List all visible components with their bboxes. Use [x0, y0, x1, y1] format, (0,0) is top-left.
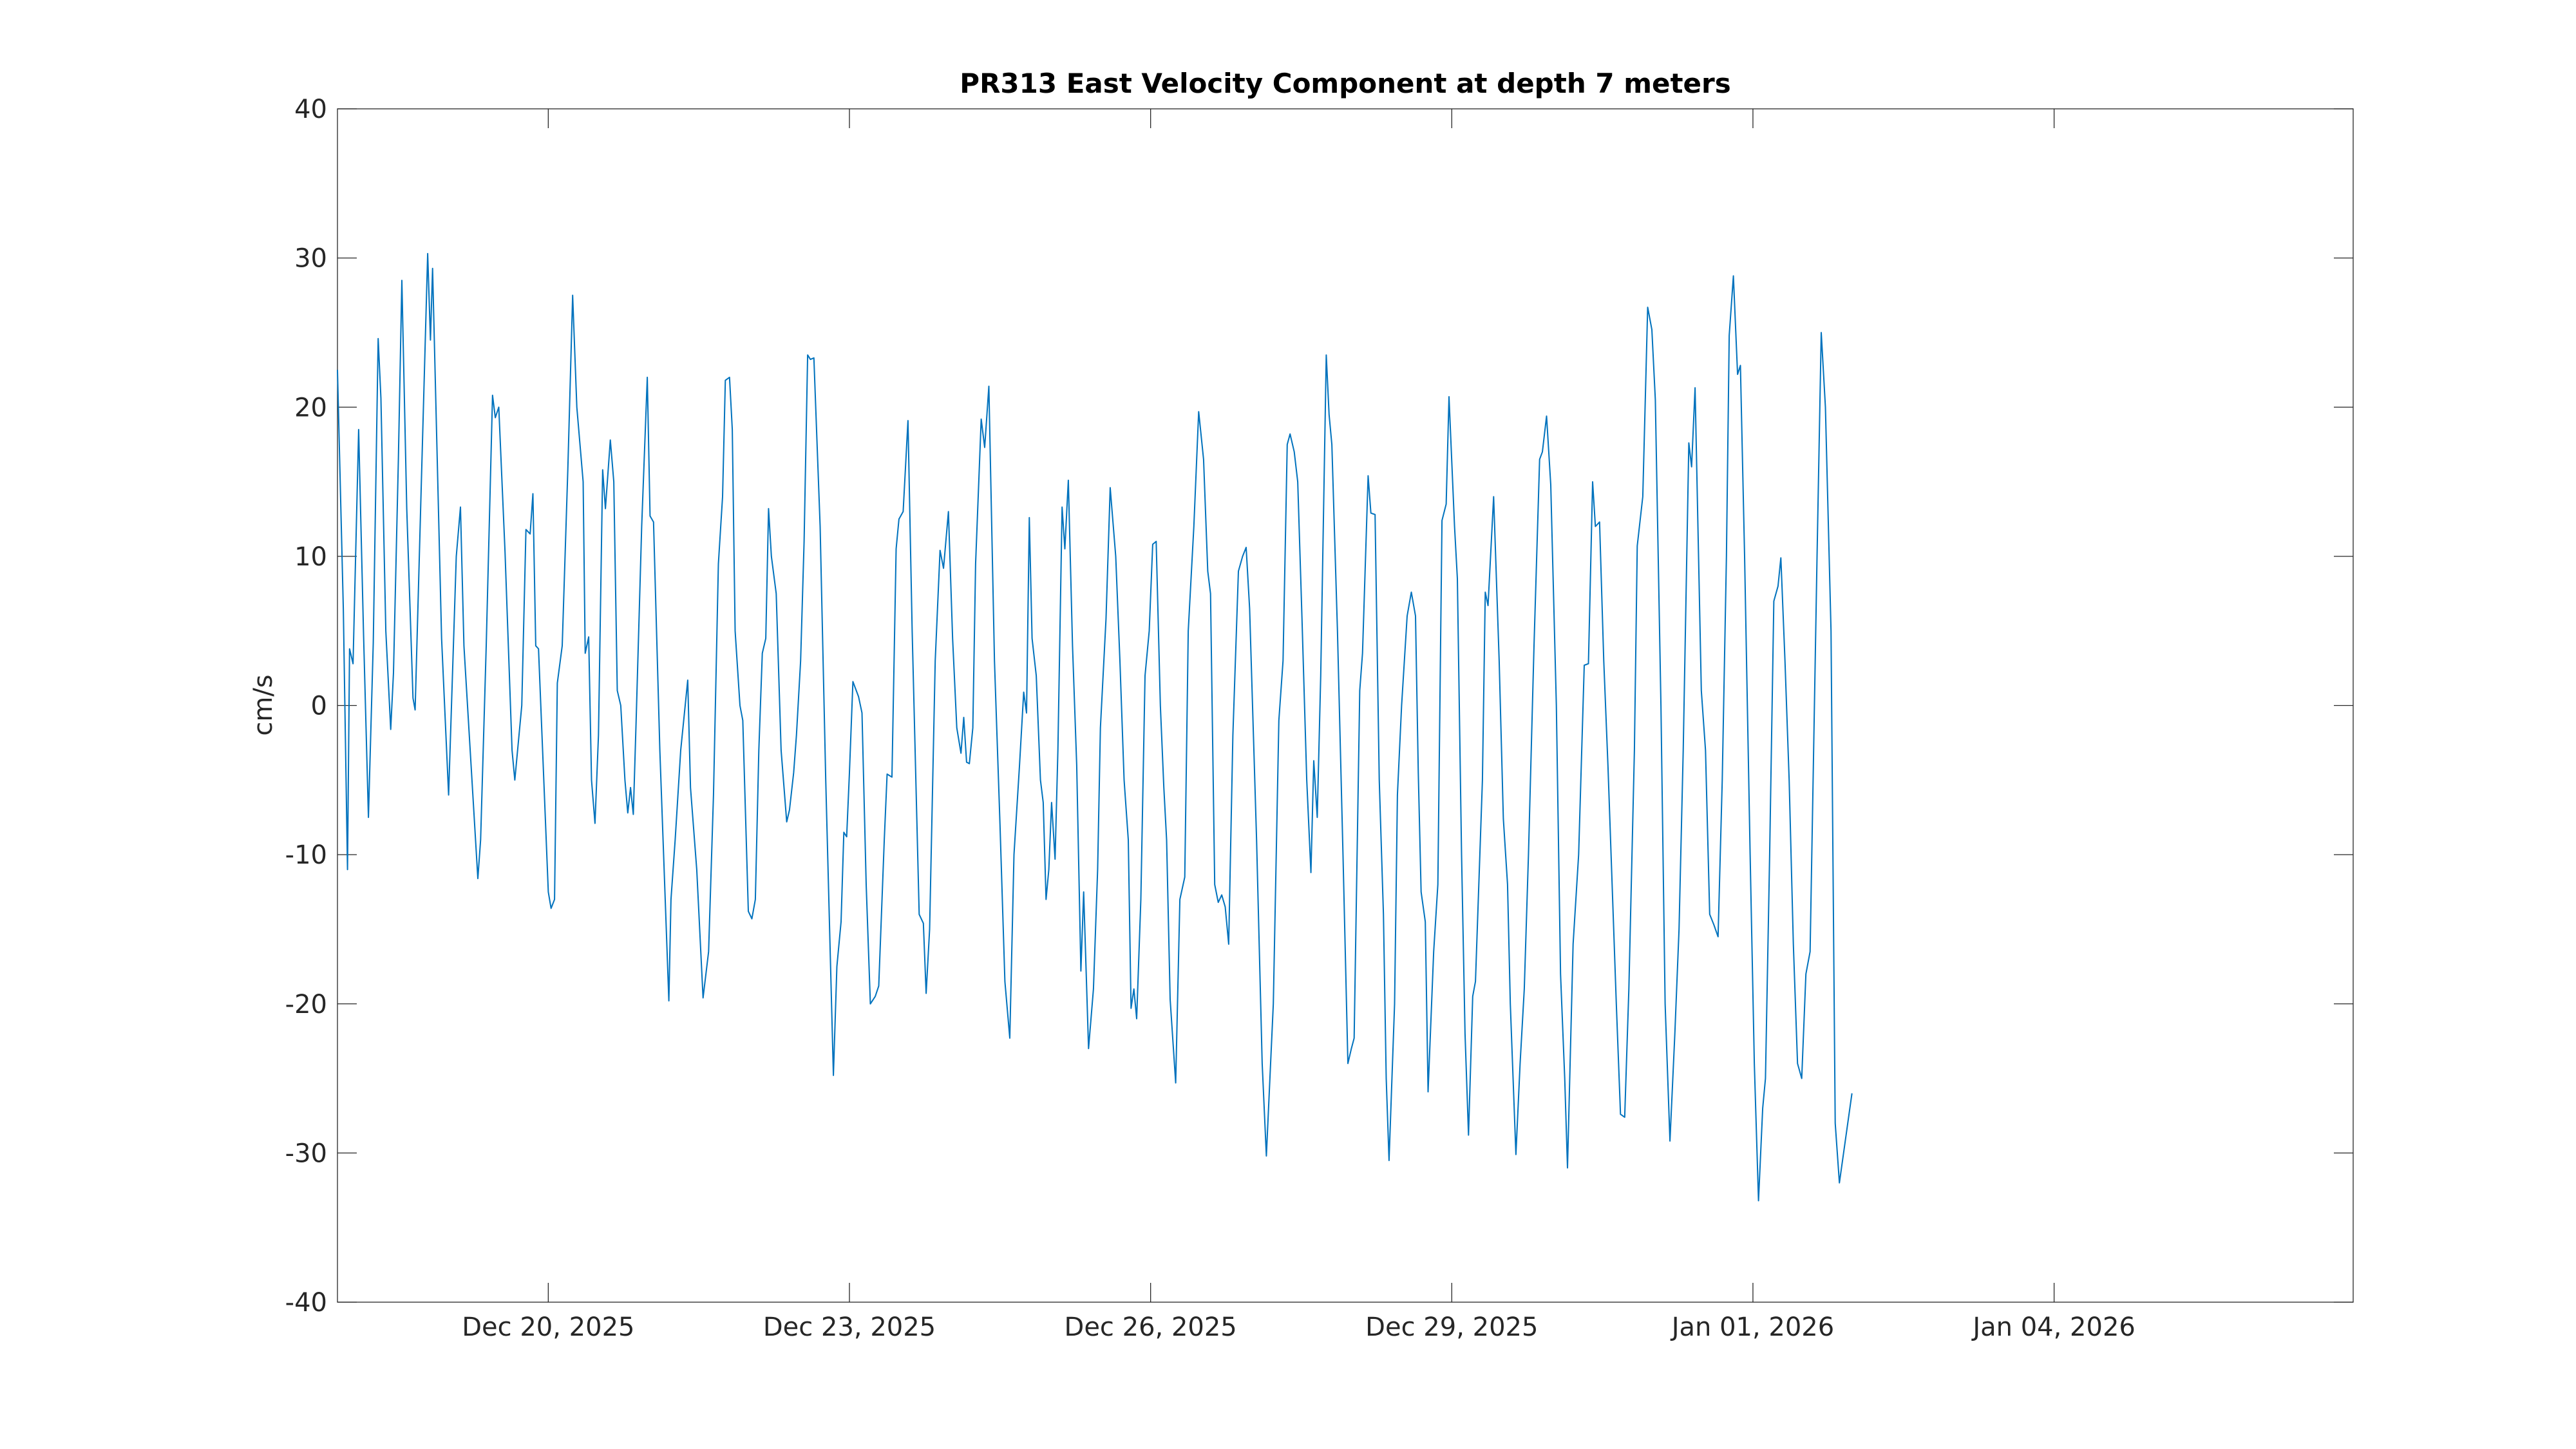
x-tick-label: Dec 23, 2025 [763, 1312, 936, 1342]
y-tick-label: -10 [285, 840, 327, 870]
x-tick-label: Dec 26, 2025 [1065, 1312, 1237, 1342]
y-axis: -40 -30 -20 -10 0 10 20 30 40 [285, 95, 2353, 1318]
series-line [337, 252, 1853, 1202]
y-axis-label: cm/s [249, 674, 278, 735]
x-tick-label: Dec 29, 2025 [1365, 1312, 1538, 1342]
plot-area [337, 108, 2354, 1303]
y-tick-label: 40 [294, 95, 327, 124]
x-tick-label: Jan 04, 2026 [1971, 1312, 2136, 1342]
series-layer [337, 252, 1853, 1202]
y-tick-label: -40 [285, 1288, 327, 1318]
y-tick-label: 20 [294, 393, 327, 422]
x-tick-label: Jan 01, 2026 [1670, 1312, 1835, 1342]
y-tick-label: 0 [311, 692, 327, 721]
x-tick-label: Dec 20, 2025 [462, 1312, 634, 1342]
y-tick-label: 30 [294, 244, 327, 274]
chart-title: PR313 East Velocity Component at depth 7… [960, 68, 1730, 99]
y-tick-label: 10 [294, 542, 327, 572]
y-tick-label: -20 [285, 990, 327, 1019]
y-tick-label: -30 [285, 1139, 327, 1168]
x-axis: Dec 20, 2025 Dec 23, 2025 Dec 26, 2025 Dec … [462, 109, 2136, 1342]
